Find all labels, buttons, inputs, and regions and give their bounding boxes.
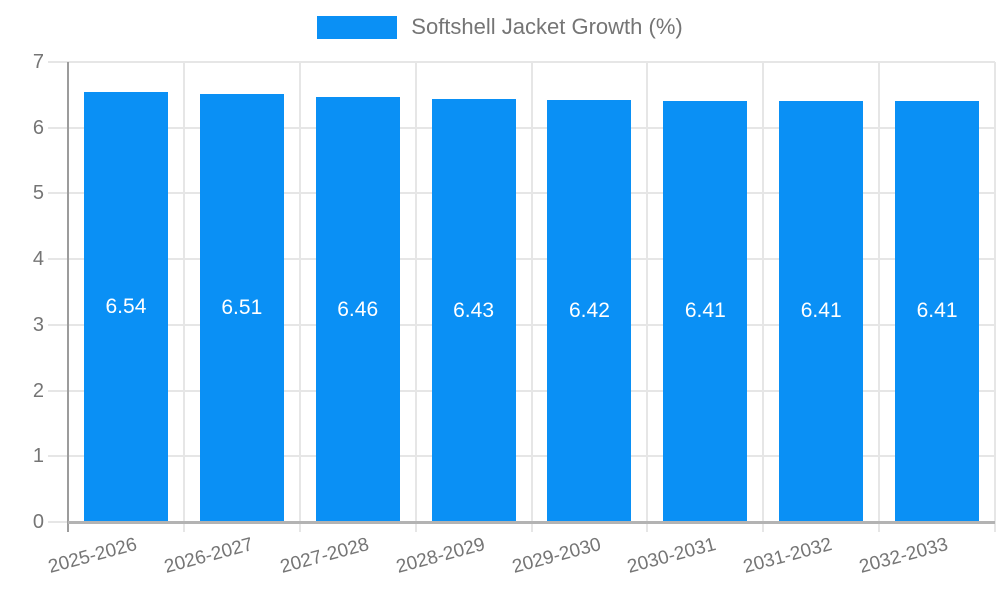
x-tick-label: 2025-2026 bbox=[46, 534, 140, 578]
bar-value-label: 6.41 bbox=[800, 299, 842, 323]
bar bbox=[779, 100, 864, 522]
bar-value-label: 6.46 bbox=[337, 297, 379, 321]
y-tick-label: 5 bbox=[32, 182, 44, 205]
gridline-h bbox=[48, 192, 995, 195]
y-tick-label: 0 bbox=[32, 511, 44, 533]
legend-swatch-icon bbox=[317, 15, 398, 39]
x-tick-label: 2028-2029 bbox=[393, 534, 487, 578]
y-tick-label: 6 bbox=[32, 116, 44, 139]
x-tick-label: 2030-2031 bbox=[625, 534, 719, 578]
gridline-h bbox=[48, 258, 995, 261]
gridline-v bbox=[994, 62, 996, 532]
gridline-v bbox=[414, 62, 417, 532]
x-tick-label: 2031-2032 bbox=[741, 534, 835, 578]
y-tick-label: 3 bbox=[32, 313, 44, 336]
bar bbox=[431, 99, 516, 522]
bar bbox=[315, 97, 400, 522]
y-axis-line bbox=[67, 62, 69, 532]
gridline-v bbox=[762, 62, 765, 532]
y-tick-label: 4 bbox=[32, 248, 44, 271]
y-tick-label: 1 bbox=[32, 445, 44, 468]
bar bbox=[663, 100, 748, 522]
x-tick-label: 2029-2030 bbox=[509, 534, 603, 578]
y-tick-label: 7 bbox=[32, 51, 44, 73]
bar-value-label: 6.54 bbox=[105, 295, 147, 319]
gridline-h bbox=[48, 61, 995, 63]
gridline-v bbox=[530, 62, 533, 532]
x-tick-label: 2032-2033 bbox=[857, 534, 951, 578]
chart-legend: Softshell Jacket Growth (%) bbox=[0, 14, 1000, 40]
gridline-h bbox=[48, 323, 995, 326]
bar-value-label: 6.41 bbox=[916, 299, 958, 323]
bar bbox=[199, 94, 284, 522]
gridline-v bbox=[298, 62, 301, 532]
x-tick-label: 2026-2027 bbox=[162, 534, 256, 578]
legend-label: Softshell Jacket Growth (%) bbox=[411, 14, 683, 39]
gridline-h bbox=[48, 389, 995, 392]
bar-value-label: 6.43 bbox=[453, 298, 494, 322]
y-tick-label: 2 bbox=[32, 379, 44, 402]
gridline-v bbox=[878, 62, 881, 532]
bar bbox=[83, 92, 168, 522]
x-tick-label: 2027-2028 bbox=[277, 534, 372, 578]
bar-value-label: 6.51 bbox=[221, 296, 263, 320]
bar-value-label: 6.41 bbox=[684, 299, 726, 323]
gridline-h bbox=[48, 455, 995, 458]
x-axis-line bbox=[68, 521, 995, 524]
gridline-v bbox=[646, 62, 649, 532]
bar bbox=[895, 100, 980, 522]
gridline-h bbox=[48, 126, 995, 129]
bar bbox=[547, 100, 632, 522]
gridline-v bbox=[182, 62, 185, 532]
bar-value-label: 6.42 bbox=[569, 299, 610, 323]
